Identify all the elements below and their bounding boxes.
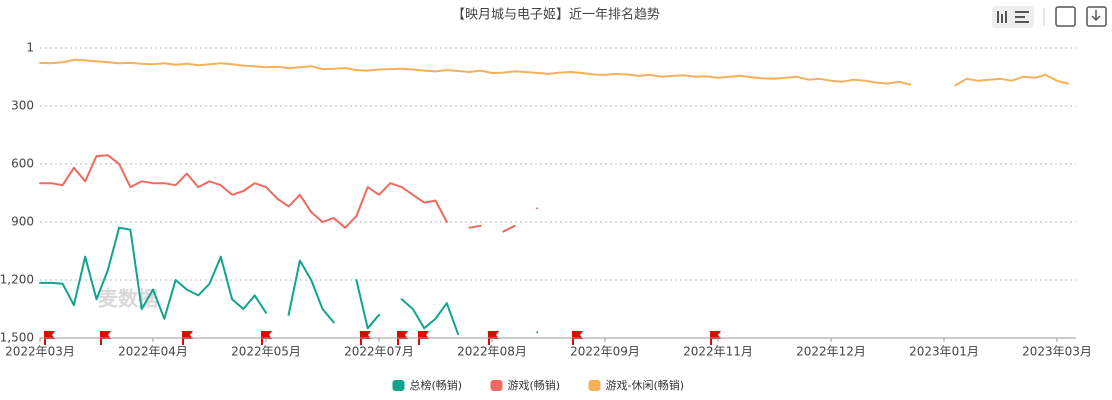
legend-item[interactable]: 游戏(畅销) — [490, 378, 561, 392]
legend-swatch — [490, 380, 503, 391]
toolbar[interactable] — [992, 6, 1107, 28]
legend-item[interactable]: 游戏-休闲(畅销) — [588, 378, 685, 392]
x-tick-label: 2023年01月 — [909, 345, 979, 359]
series-line — [39, 154, 539, 233]
y-tick-label: 1,500 — [0, 331, 34, 345]
y-tick-label: 600 — [11, 156, 34, 170]
x-tick-label: 2022年12月 — [796, 345, 866, 359]
image-button[interactable] — [1055, 6, 1076, 27]
y-tick-label: 300 — [11, 98, 34, 112]
download-button[interactable] — [1086, 6, 1107, 27]
legend-label: 总榜(畅销) — [410, 378, 463, 392]
y-tick-label: 900 — [11, 214, 34, 228]
y-tick-label: 1,200 — [0, 272, 34, 286]
legend-label: 游戏(畅销) — [508, 378, 561, 392]
legend-label: 游戏-休闲(畅销) — [606, 378, 685, 392]
list-icon — [1015, 11, 1029, 23]
watermark: 麦数据 — [98, 287, 158, 311]
bar-icon — [997, 11, 1007, 23]
x-tick-label: 2022年07月 — [344, 345, 414, 359]
legend-swatch — [392, 380, 405, 391]
x-tick-label: 2022年05月 — [231, 345, 301, 359]
x-tick-label: 2022年03月 — [5, 345, 75, 359]
legend-swatch — [588, 380, 601, 391]
x-tick-label: 2022年04月 — [118, 345, 188, 359]
y-tick-label: 1 — [26, 41, 34, 55]
x-tick-label: 2022年09月 — [570, 345, 640, 359]
download-icon — [1091, 10, 1101, 22]
x-tick-label: 2023年03月 — [1022, 345, 1092, 359]
x-tick-label: 2022年08月 — [457, 345, 527, 359]
x-tick-label: 2022年11月 — [683, 345, 753, 359]
chart-title: 【映月城与电子姬】近一年排名趋势 — [452, 7, 660, 23]
legend-item[interactable]: 总榜(畅销) — [392, 378, 463, 392]
series-line — [39, 226, 539, 336]
series-line — [39, 58, 1070, 87]
